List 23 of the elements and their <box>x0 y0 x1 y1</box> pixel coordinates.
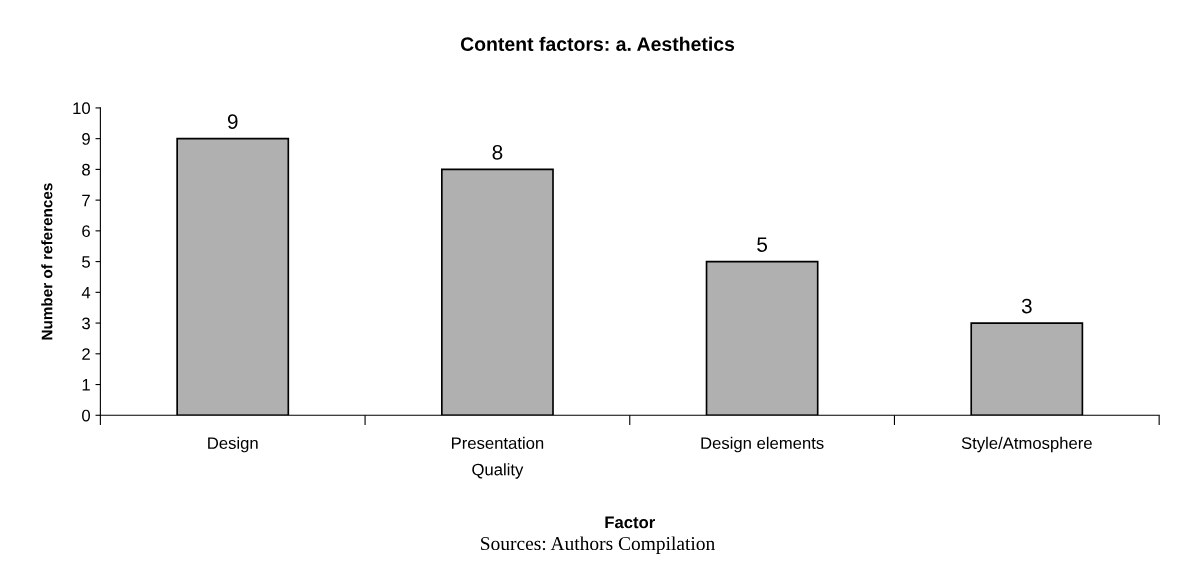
data-label: 5 <box>757 237 768 252</box>
x-tick-label: Design elements <box>701 436 824 453</box>
data-label: 8 <box>492 144 503 160</box>
y-axis-title: Number of references <box>41 183 53 340</box>
y-tick-label: 4 <box>81 286 91 299</box>
y-tick-label: 6 <box>82 225 90 238</box>
source-note: Sources: Authors Compilation <box>481 536 715 555</box>
x-tick-label: Style/Atmosphere <box>961 436 1092 453</box>
y-tick-label: 10 <box>73 102 91 115</box>
x-axis-title: Factor <box>605 516 655 529</box>
y-tick-label: 3 <box>82 317 90 330</box>
y-tick-label: 2 <box>82 348 90 360</box>
y-tick-label: 9 <box>82 133 90 145</box>
y-tick-label: 5 <box>82 256 90 268</box>
y-tick-label: 1 <box>82 379 90 391</box>
y-tick-label: 8 <box>82 163 90 176</box>
x-tick-label: Presentation Quality <box>452 436 544 479</box>
y-tick-label: 0 <box>82 409 91 422</box>
data-label: 9 <box>227 114 238 129</box>
y-tick-label: 7 <box>82 194 90 207</box>
data-label: 3 <box>1021 298 1032 314</box>
chart-title: Content factors: a. Aesthetics <box>460 36 735 52</box>
x-tick-label: Design <box>208 436 258 453</box>
